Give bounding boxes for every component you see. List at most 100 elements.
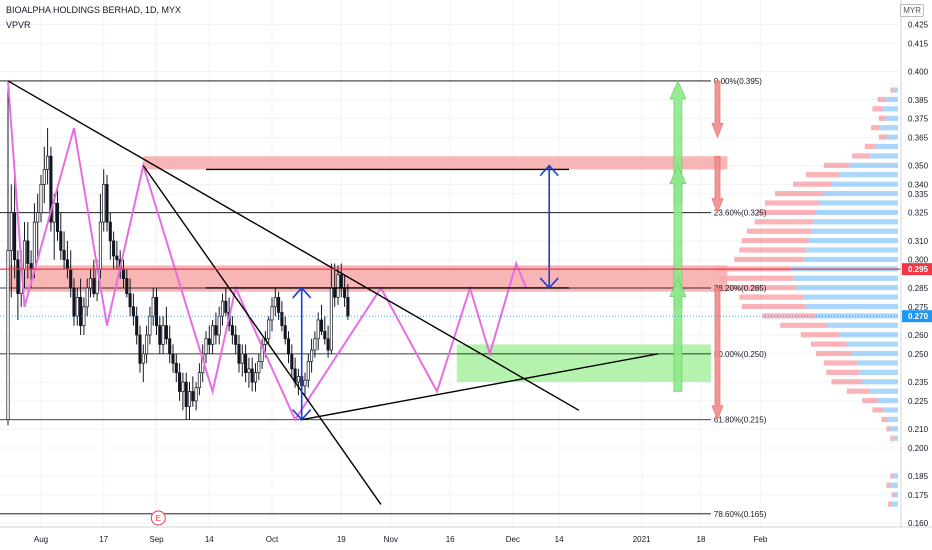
currency-badge[interactable]: MYR [900, 4, 924, 17]
trendline [301, 353, 659, 421]
candle-body [62, 249, 66, 261]
candle-body [65, 259, 69, 270]
vp-row-down [718, 275, 794, 281]
candle-body [88, 278, 93, 289]
vp-row-down [739, 294, 804, 300]
price-tick-label: 0.335 [908, 190, 929, 199]
candle-body [343, 287, 347, 298]
time-tick-label: Nov [384, 535, 398, 544]
vp-row-up [869, 153, 898, 159]
candle-body [257, 361, 261, 374]
candle-body [164, 325, 168, 340]
candle-body [214, 325, 218, 336]
candle-body [194, 387, 198, 402]
candle-body [329, 287, 333, 351]
fib-label: 78.60%(0.165) [714, 510, 767, 519]
vp-row-up [823, 190, 898, 197]
vp-row-up [805, 303, 898, 310]
last-price-badge [902, 263, 932, 276]
vp-row-up [886, 134, 898, 140]
candle-body [105, 184, 109, 223]
candle-body [26, 240, 30, 264]
indicator-label[interactable]: VPVR [6, 20, 31, 30]
candle-body [75, 297, 79, 317]
vp-row-down [723, 285, 796, 291]
candle-body [181, 381, 185, 392]
fib-label: 23.60%(0.325) [714, 209, 767, 218]
symbol-title: BIOALPHA HOLDINGS BERHAD, 1D, MYX [6, 5, 182, 15]
candle-body [174, 362, 178, 374]
price-tick-label: 0.350 [908, 162, 929, 171]
trendlines [7, 80, 659, 505]
vp-row-down [741, 238, 809, 244]
vp-row-up [887, 416, 898, 423]
candle-body [39, 184, 43, 214]
vp-row-up [839, 332, 898, 338]
vp-row-down [872, 106, 883, 112]
vp-row-down [734, 256, 804, 263]
fib-label: 38.20%(0.285) [714, 284, 767, 293]
candle-body [273, 297, 277, 308]
price-tick-label: 0.285 [908, 284, 929, 293]
price-tick-label: 0.275 [908, 303, 929, 312]
vp-row-up [803, 256, 898, 263]
candle-body [310, 349, 314, 362]
vp-row-down [823, 360, 858, 366]
candle-body [79, 297, 83, 326]
candle-body [29, 263, 33, 270]
candle-body [234, 334, 238, 345]
projection-arrow-up [669, 277, 687, 392]
candle-body [178, 372, 182, 392]
candle-body [290, 353, 294, 370]
trendline [142, 165, 382, 505]
grid [0, 0, 901, 527]
vp-row-down [816, 350, 852, 357]
candle-body [217, 315, 221, 336]
vp-row-up [818, 200, 898, 206]
resistance-zone-upper [143, 156, 728, 170]
time-tick-label: 14 [555, 535, 564, 544]
price-tick-label: 0.365 [908, 133, 929, 142]
vp-row-up [880, 125, 898, 131]
price-tick-label: 0.300 [908, 256, 929, 265]
time-tick-label: Aug [34, 535, 48, 544]
time-tick-label: 17 [99, 535, 108, 544]
vp-row-up [813, 219, 898, 225]
vp-row-down [741, 303, 806, 310]
candle-body [16, 259, 20, 294]
vp-row-up [882, 407, 898, 413]
candle-body [121, 268, 126, 279]
vp-row-down [746, 228, 811, 234]
candle-body [303, 379, 307, 387]
measure-arrow-head-bottom [539, 277, 559, 290]
time-tick-label: Sep [149, 535, 164, 544]
price-tick-label: 0.425 [908, 20, 929, 29]
vp-row-up [816, 209, 898, 215]
candle-body [253, 372, 258, 383]
candle-body [145, 334, 149, 355]
candle-body [49, 155, 53, 223]
candle-body [138, 334, 142, 364]
candle-body [168, 338, 172, 355]
measure-arrow-head-top [539, 164, 559, 177]
price-tick-label: 0.385 [908, 96, 929, 105]
price-tick-label: 0.325 [908, 209, 929, 218]
vp-row-up [846, 341, 898, 347]
last-price-badge-label: 0.295 [908, 265, 929, 274]
vp-row-down [805, 172, 840, 178]
candle-body [158, 325, 162, 345]
candle-body [247, 368, 251, 374]
price-tick-label: 0.185 [908, 472, 929, 481]
projection-arrow-up [669, 164, 687, 308]
projection-arrow-down [711, 155, 724, 214]
vp-row-down [891, 492, 895, 498]
time-tick-label: 16 [446, 535, 455, 544]
vp-row-up [892, 473, 898, 479]
vp-row-up [826, 322, 898, 328]
fib-label: 0.00%(0.395) [714, 77, 762, 86]
vp-row-up [882, 106, 898, 112]
candle-body [115, 255, 119, 261]
vp-row-up [857, 360, 898, 366]
